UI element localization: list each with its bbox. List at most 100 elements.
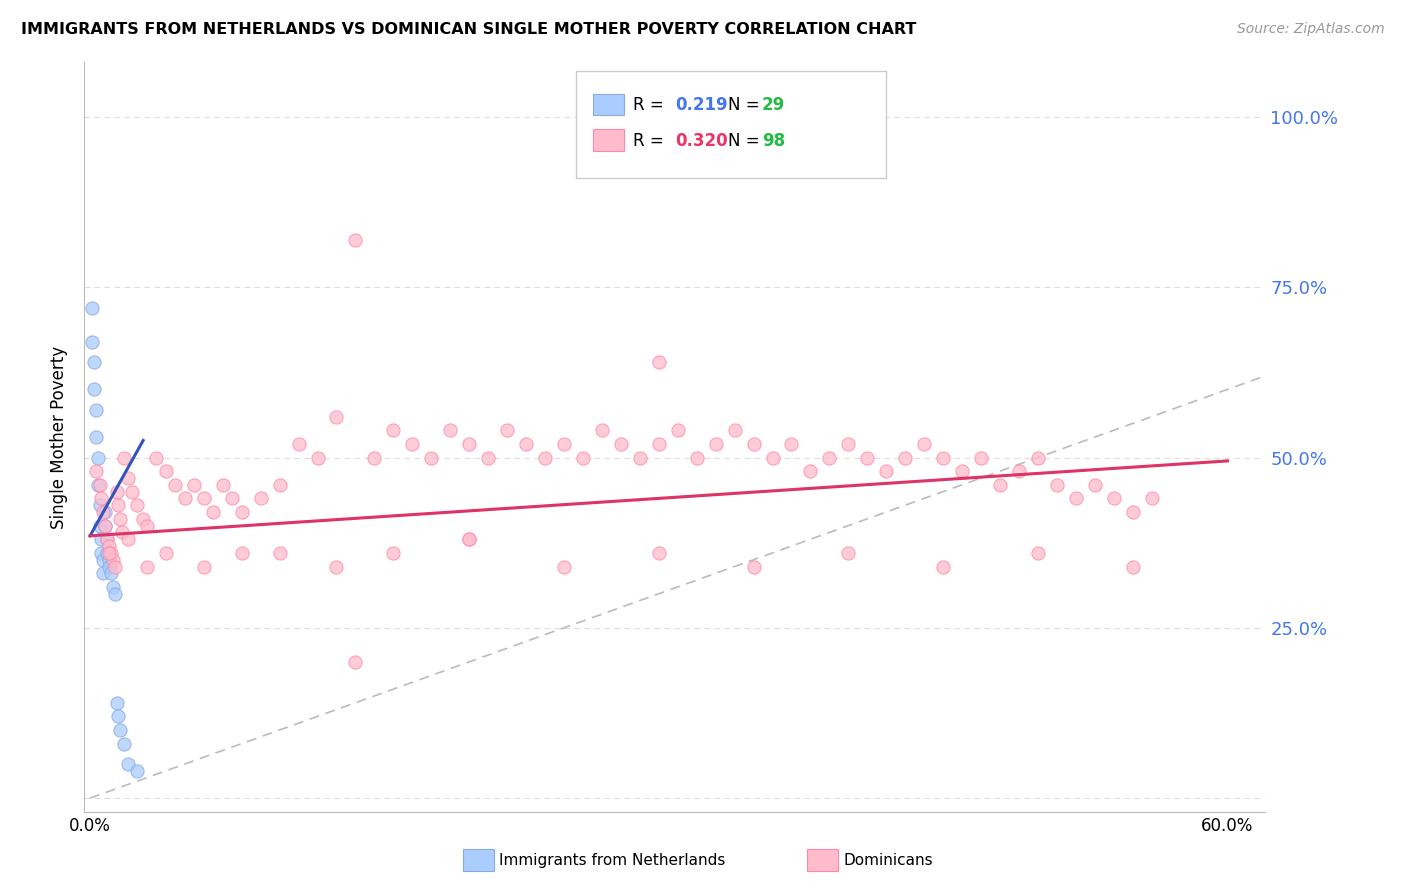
Point bbox=[686, 450, 709, 465]
Point bbox=[1008, 464, 1031, 478]
Point bbox=[458, 533, 481, 547]
Point bbox=[135, 559, 157, 574]
Point bbox=[723, 423, 745, 437]
Text: Source: ZipAtlas.com: Source: ZipAtlas.com bbox=[1237, 22, 1385, 37]
Point bbox=[89, 477, 111, 491]
Point bbox=[610, 437, 633, 451]
Point bbox=[91, 566, 114, 581]
Point bbox=[94, 505, 117, 519]
Point bbox=[761, 450, 783, 465]
Point bbox=[98, 539, 121, 553]
Text: Dominicans: Dominicans bbox=[844, 854, 934, 868]
Point bbox=[477, 450, 499, 465]
Point bbox=[107, 709, 129, 723]
Point bbox=[86, 450, 108, 465]
Point bbox=[363, 450, 385, 465]
Point bbox=[211, 477, 233, 491]
Point bbox=[1026, 450, 1049, 465]
Point bbox=[553, 437, 575, 451]
Point bbox=[83, 383, 105, 397]
Point bbox=[325, 559, 347, 574]
Point bbox=[553, 559, 575, 574]
Point bbox=[193, 491, 215, 506]
Point bbox=[344, 233, 367, 247]
Point bbox=[112, 737, 135, 751]
Point bbox=[112, 450, 135, 465]
Point bbox=[894, 450, 917, 465]
Point bbox=[98, 559, 121, 574]
Point bbox=[86, 477, 108, 491]
Point bbox=[249, 491, 271, 506]
Point bbox=[90, 491, 112, 506]
Point bbox=[287, 437, 309, 451]
Point bbox=[875, 464, 897, 478]
Point bbox=[94, 518, 117, 533]
Point bbox=[799, 464, 821, 478]
Point bbox=[269, 477, 291, 491]
Point bbox=[105, 696, 128, 710]
Point bbox=[98, 546, 121, 560]
Point bbox=[193, 559, 215, 574]
Point bbox=[307, 450, 329, 465]
Point bbox=[89, 518, 111, 533]
Point bbox=[84, 402, 107, 417]
Point bbox=[90, 533, 112, 547]
Text: N =: N = bbox=[728, 132, 765, 150]
Point bbox=[269, 546, 291, 560]
Point bbox=[165, 477, 187, 491]
Point bbox=[666, 423, 689, 437]
Point bbox=[96, 533, 118, 547]
Point bbox=[1026, 546, 1049, 560]
Point bbox=[382, 423, 405, 437]
Text: R =: R = bbox=[633, 96, 669, 114]
Point bbox=[534, 450, 557, 465]
Text: Immigrants from Netherlands: Immigrants from Netherlands bbox=[499, 854, 725, 868]
Point bbox=[780, 437, 803, 451]
Point bbox=[101, 580, 124, 594]
Point bbox=[572, 450, 595, 465]
Point bbox=[91, 552, 114, 566]
Point bbox=[100, 566, 122, 581]
Point bbox=[89, 498, 111, 512]
Point bbox=[837, 546, 859, 560]
Point bbox=[117, 757, 139, 772]
Point bbox=[83, 355, 105, 369]
Point bbox=[496, 423, 519, 437]
Point bbox=[1084, 477, 1107, 491]
Point bbox=[183, 477, 205, 491]
Point bbox=[742, 437, 765, 451]
Point bbox=[742, 559, 765, 574]
Point bbox=[401, 437, 423, 451]
Point bbox=[325, 409, 347, 424]
Point bbox=[221, 491, 243, 506]
Point bbox=[837, 437, 859, 451]
Point bbox=[121, 484, 143, 499]
Point bbox=[127, 764, 149, 778]
Text: N =: N = bbox=[728, 96, 765, 114]
Point bbox=[818, 450, 841, 465]
Point bbox=[202, 505, 225, 519]
Point bbox=[98, 552, 121, 566]
Point bbox=[648, 546, 671, 560]
Point bbox=[105, 484, 128, 499]
Point bbox=[932, 559, 955, 574]
Point bbox=[382, 546, 405, 560]
Point bbox=[107, 498, 129, 512]
Point bbox=[704, 437, 727, 451]
Point bbox=[950, 464, 973, 478]
Point bbox=[100, 546, 122, 560]
Point bbox=[231, 505, 253, 519]
Point bbox=[173, 491, 195, 506]
Point bbox=[648, 355, 671, 369]
Text: R =: R = bbox=[633, 132, 669, 150]
Point bbox=[127, 498, 149, 512]
Point bbox=[104, 559, 127, 574]
Point bbox=[458, 437, 481, 451]
Point bbox=[344, 655, 367, 669]
Point bbox=[515, 437, 537, 451]
Text: 98: 98 bbox=[762, 132, 785, 150]
Point bbox=[1122, 559, 1144, 574]
Y-axis label: Single Mother Poverty: Single Mother Poverty bbox=[51, 345, 69, 529]
Point bbox=[104, 587, 127, 601]
Point bbox=[135, 518, 157, 533]
